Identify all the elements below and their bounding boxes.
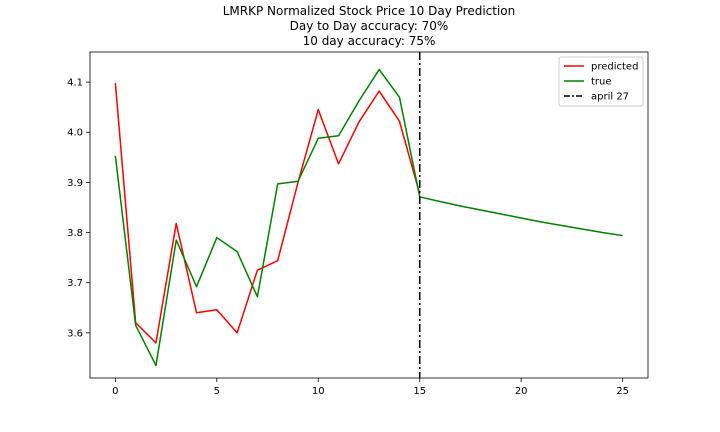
y-tick-label: 3.7 (67, 278, 83, 289)
chart-subtitle-day-accuracy: Day to Day accuracy: 70% (289, 19, 449, 33)
x-tick-label: 15 (413, 386, 426, 397)
legend-label: true (591, 77, 612, 88)
series-line-true (114, 68, 623, 367)
axes-frame (89, 51, 649, 379)
legend-box (558, 56, 644, 107)
y-tick-label: 4.1 (67, 78, 83, 89)
x-tick-label: 20 (515, 386, 528, 397)
legend-label: april 27 (591, 92, 629, 103)
y-tick-label: 4.0 (67, 128, 83, 139)
chart-title: LMRKP Normalized Stock Price 10 Day Pred… (222, 4, 516, 18)
y-tick-label: 3.8 (67, 228, 83, 239)
x-tick-label: 0 (112, 386, 118, 397)
series-lines (114, 52, 623, 378)
y-tick-label: 3.9 (67, 178, 83, 189)
axis-ticks: 0 5 10 15 20 25 3.6 3.7 3.8 3.9 4.0 4.1 (67, 78, 629, 397)
series-line-predicted (114, 83, 421, 344)
x-tick-label: 10 (312, 386, 325, 397)
legend: predicted true april 27 (558, 56, 644, 107)
chart-subtitle-10day-accuracy: 10 day accuracy: 75% (302, 34, 436, 48)
x-tick-label: 5 (214, 386, 220, 397)
x-tick-label: 25 (616, 386, 629, 397)
legend-label: predicted (591, 62, 638, 73)
y-tick-label: 3.6 (67, 328, 83, 339)
